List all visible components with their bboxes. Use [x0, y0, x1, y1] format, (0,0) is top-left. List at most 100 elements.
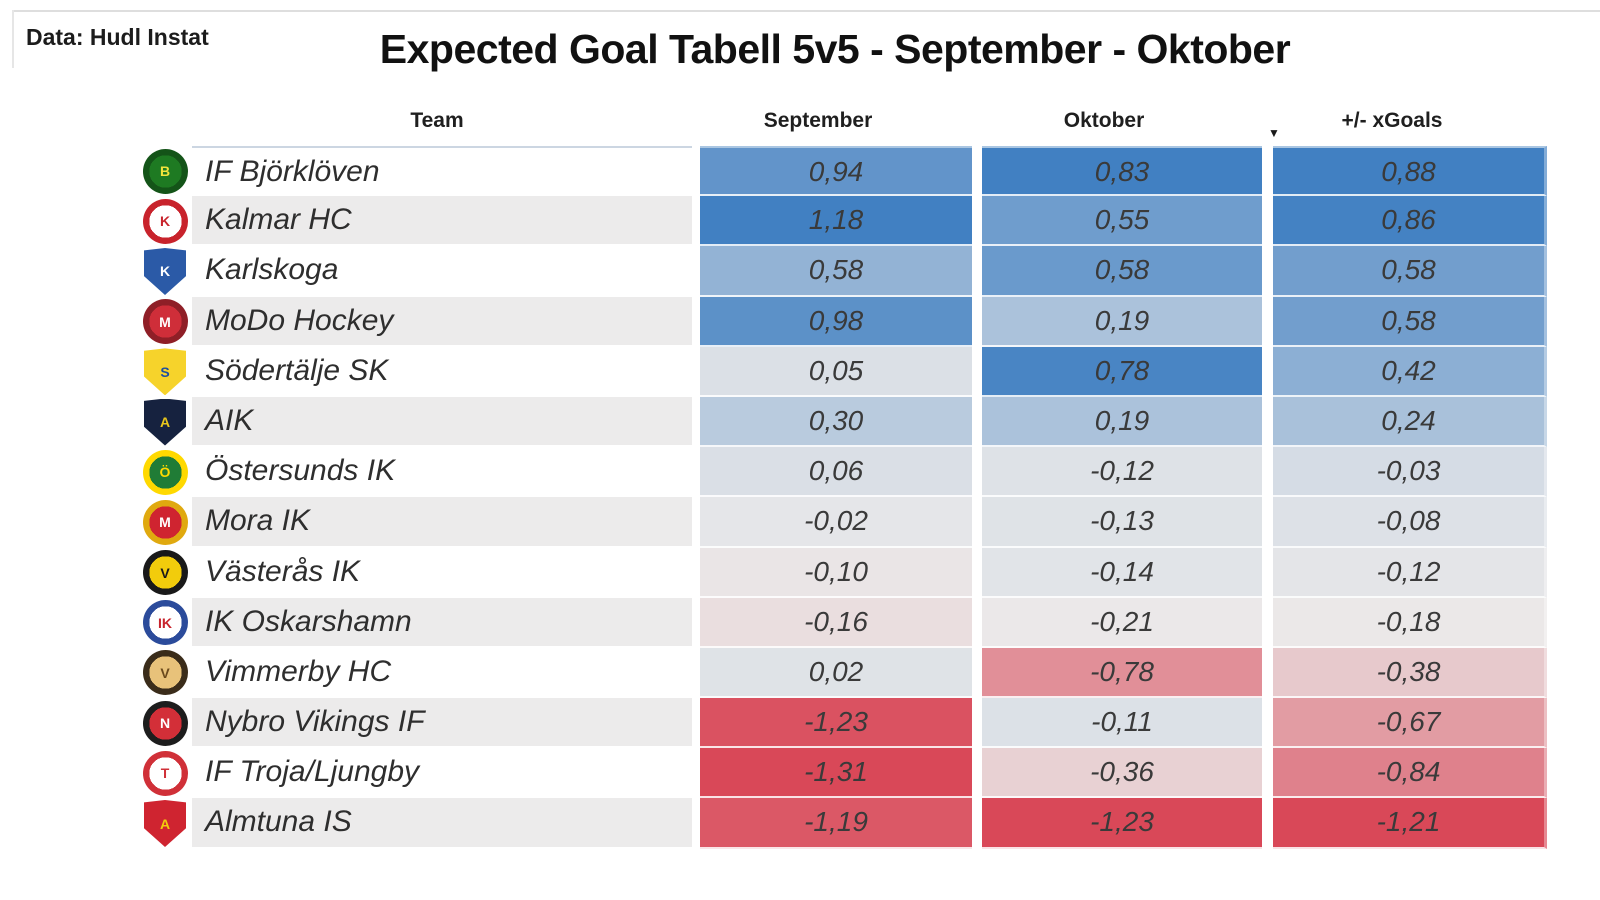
team-logo-icon: N [142, 700, 188, 746]
xg-table: Team September Oktober +/- xGoals ▼ B IF… [138, 96, 1550, 849]
team-logo-cell: V [138, 647, 192, 699]
table-row: S Södertälje SK 0,05 0,78 0,42 [138, 346, 1550, 397]
team-logo-cell: K [138, 196, 192, 247]
value-xgoals[interactable]: -0,18 [1273, 597, 1547, 648]
value-september[interactable]: 0,94 [700, 146, 972, 197]
table-header-row: Team September Oktober +/- xGoals ▼ [138, 96, 1550, 146]
data-source-label: Data: Hudl Instat [26, 24, 209, 50]
value-oktober[interactable]: -0,21 [982, 597, 1262, 648]
value-september[interactable]: 0,06 [700, 447, 972, 498]
team-name[interactable]: MoDo Hockey [192, 296, 692, 347]
page-title: Expected Goal Tabell 5v5 - September - O… [379, 26, 1291, 72]
team-logo-icon: V [142, 550, 188, 596]
team-name[interactable]: Kalmar HC [192, 196, 692, 247]
value-oktober[interactable]: -0,11 [982, 698, 1262, 749]
value-september[interactable]: -1,31 [700, 748, 972, 799]
value-oktober[interactable]: 0,83 [982, 146, 1262, 197]
team-logo-icon: K [144, 247, 186, 295]
value-xgoals[interactable]: 0,88 [1273, 146, 1547, 197]
team-name[interactable]: Vimmerby HC [192, 647, 692, 699]
team-logo-icon: V [142, 650, 188, 696]
team-logo-cell: N [138, 698, 192, 749]
value-oktober[interactable]: 0,55 [982, 196, 1262, 247]
team-name[interactable]: Östersunds IK [192, 447, 692, 498]
value-oktober[interactable]: -0,14 [982, 547, 1262, 598]
team-name[interactable]: Nybro Vikings IF [192, 698, 692, 749]
team-logo-icon: M [142, 299, 188, 345]
team-logo-icon: M [142, 499, 188, 545]
team-logo-cell: S [138, 346, 192, 397]
team-name[interactable]: IF Björklöven [192, 146, 692, 197]
team-name[interactable]: Västerås IK [192, 547, 692, 598]
team-logo-icon: A [144, 398, 186, 446]
team-name[interactable]: Almtuna IS [192, 798, 692, 849]
value-september[interactable]: 0,05 [700, 346, 972, 397]
value-xgoals[interactable]: -0,67 [1273, 698, 1547, 749]
team-logo-cell: B [138, 146, 192, 197]
team-logo-icon: K [142, 198, 188, 244]
value-september[interactable]: 0,02 [700, 647, 972, 699]
team-logo-cell: M [138, 497, 192, 548]
team-name[interactable]: IK Oskarshamn [192, 597, 692, 648]
team-logo-icon: A [144, 800, 186, 848]
value-xgoals[interactable]: 0,86 [1273, 196, 1547, 247]
table-row: A Almtuna IS -1,19 -1,23 -1,21 [138, 798, 1550, 849]
value-september[interactable]: -0,16 [700, 597, 972, 648]
column-header-team[interactable]: Team [410, 109, 464, 132]
team-logo-cell: T [138, 748, 192, 799]
team-logo-icon: Ö [142, 449, 188, 495]
table-row: V Vimmerby HC 0,02 -0,78 -0,38 [138, 647, 1550, 699]
value-xgoals[interactable]: 0,24 [1273, 396, 1547, 448]
value-oktober[interactable]: 0,78 [982, 346, 1262, 397]
team-logo-cell: A [138, 798, 192, 849]
value-xgoals[interactable]: 0,42 [1273, 346, 1547, 397]
column-header-oktober[interactable]: Oktober [1063, 109, 1145, 132]
value-september[interactable]: 0,30 [700, 396, 972, 448]
value-september[interactable]: -1,23 [700, 698, 972, 749]
value-xgoals[interactable]: -0,12 [1273, 547, 1547, 598]
table-row: K Karlskoga 0,58 0,58 0,58 [138, 246, 1550, 297]
value-xgoals[interactable]: -0,08 [1273, 497, 1547, 548]
value-xgoals[interactable]: 0,58 [1273, 246, 1547, 297]
team-logo-cell: K [138, 246, 192, 297]
team-name[interactable]: IF Troja/Ljungby [192, 748, 692, 799]
value-oktober[interactable]: -0,12 [982, 447, 1262, 498]
value-september[interactable]: 1,18 [700, 196, 972, 247]
value-oktober[interactable]: -0,36 [982, 748, 1262, 799]
value-oktober[interactable]: 0,19 [982, 396, 1262, 448]
table-body: B IF Björklöven 0,94 0,83 0,88 K Kalmar … [138, 146, 1550, 849]
team-name[interactable]: Karlskoga [192, 246, 692, 297]
column-header-september[interactable]: September [763, 109, 873, 132]
team-name[interactable]: AIK [192, 396, 692, 448]
table-row: V Västerås IK -0,10 -0,14 -0,12 [138, 547, 1550, 598]
team-logo-icon: T [142, 750, 188, 796]
column-header-xgoals[interactable]: +/- xGoals [1341, 109, 1443, 132]
team-logo-icon: B [142, 148, 188, 194]
value-oktober[interactable]: 0,58 [982, 246, 1262, 297]
value-september[interactable]: -1,19 [700, 798, 972, 849]
table-row: M MoDo Hockey 0,98 0,19 0,58 [138, 296, 1550, 347]
value-xgoals[interactable]: -0,84 [1273, 748, 1547, 799]
value-oktober[interactable]: -1,23 [982, 798, 1262, 849]
team-name[interactable]: Södertälje SK [192, 346, 692, 397]
table-row: IK IK Oskarshamn -0,16 -0,21 -0,18 [138, 597, 1550, 648]
team-logo-cell: Ö [138, 447, 192, 498]
sort-descending-icon[interactable]: ▼ [1268, 126, 1280, 140]
value-xgoals[interactable]: -1,21 [1273, 798, 1547, 849]
value-xgoals[interactable]: -0,38 [1273, 647, 1547, 699]
value-september[interactable]: -0,02 [700, 497, 972, 548]
team-logo-icon: IK [142, 600, 188, 646]
value-september[interactable]: -0,10 [700, 547, 972, 598]
value-xgoals[interactable]: -0,03 [1273, 447, 1547, 498]
value-september[interactable]: 0,58 [700, 246, 972, 297]
team-logo-cell: A [138, 396, 192, 448]
table-row: M Mora IK -0,02 -0,13 -0,08 [138, 497, 1550, 548]
value-september[interactable]: 0,98 [700, 296, 972, 347]
team-name[interactable]: Mora IK [192, 497, 692, 548]
value-oktober[interactable]: -0,78 [982, 647, 1262, 699]
frame-top-line [12, 10, 1600, 12]
value-oktober[interactable]: 0,19 [982, 296, 1262, 347]
value-oktober[interactable]: -0,13 [982, 497, 1262, 548]
value-xgoals[interactable]: 0,58 [1273, 296, 1547, 347]
